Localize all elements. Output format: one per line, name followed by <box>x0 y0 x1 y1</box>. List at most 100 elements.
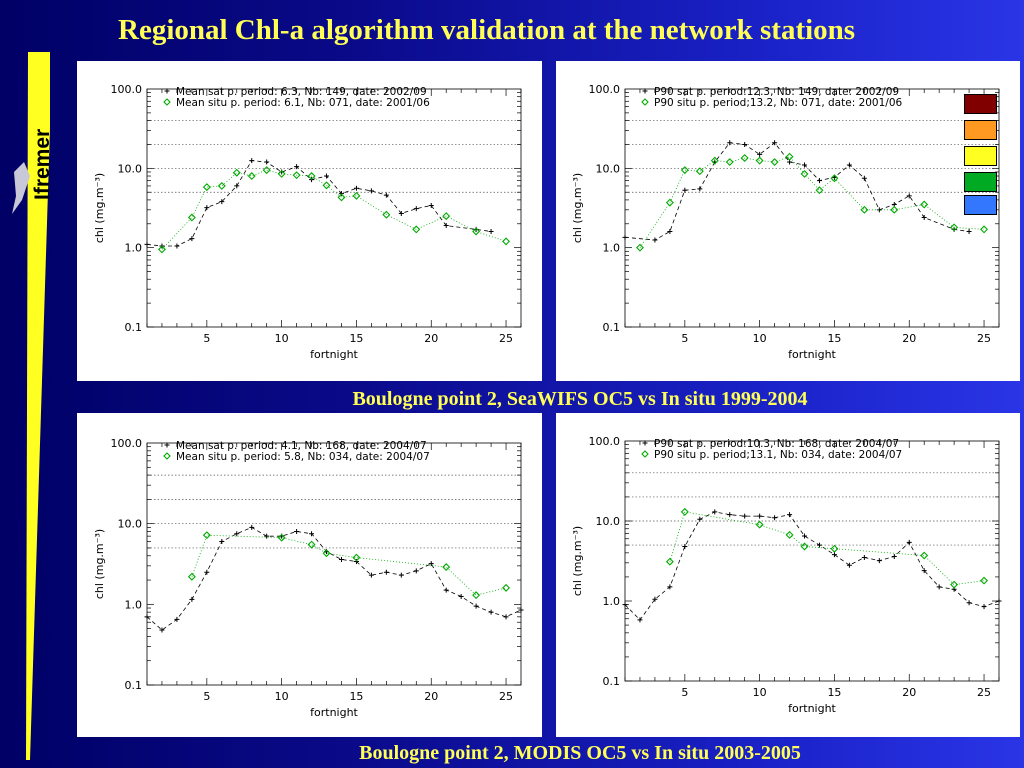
series-1-point-4 <box>322 549 331 558</box>
series-line-1 <box>639 156 985 248</box>
series-1-point-12 <box>352 191 361 200</box>
series-1-point-6 <box>740 154 749 162</box>
series-1-point-5 <box>247 172 256 180</box>
series-1-point-10 <box>800 169 809 178</box>
x-axis-label: fortnight <box>788 702 836 715</box>
series-1-point-6 <box>920 551 929 560</box>
y-tick-label-10.0: 10.0 <box>596 162 621 175</box>
series-0-point-21 <box>936 584 942 590</box>
series-line-0 <box>146 160 492 247</box>
x-axis-label: fortnight <box>788 348 836 361</box>
series-1-point-17 <box>980 225 989 234</box>
series-1-point-13 <box>860 205 869 214</box>
series-1-point-8 <box>292 171 301 180</box>
series-0-point-2 <box>652 596 658 602</box>
series-1-point-7 <box>472 591 481 600</box>
series-0-point-17 <box>876 558 882 564</box>
series-0-point-3 <box>189 596 195 602</box>
plot-frame <box>146 442 522 686</box>
series-0-point-17 <box>398 572 404 578</box>
x-tick-label-15: 15 <box>349 690 363 703</box>
y-tick-label-10.0: 10.0 <box>118 518 143 531</box>
legend-label-0: P90 sat p. period:12.3, Nb: 149, date: 2… <box>654 86 899 98</box>
x-tick-label-25: 25 <box>977 686 991 699</box>
legend-marker-1 <box>641 98 649 106</box>
series-1-point-3 <box>217 181 226 190</box>
series-0-point-8 <box>757 151 763 157</box>
ifremer-logo-strip: Ifremer <box>12 52 54 760</box>
series-1-point-0 <box>187 572 196 581</box>
series-line-0 <box>624 142 970 241</box>
chart-panel-modis-mean: 5 10 15 20 25 0.1 1.0 10.0 100.0 fortnight chl (mg… <box>77 413 542 737</box>
series-0-point-15 <box>368 572 374 578</box>
series-1-point-13 <box>382 210 391 219</box>
series-0-point-12 <box>802 533 808 539</box>
series-0-point-25 <box>518 607 524 613</box>
legend-label-0: P90 sat p. period:10.3, Nb: 168, date: 2… <box>654 438 899 450</box>
series-1-point-6 <box>442 563 451 572</box>
series-0-point-10 <box>294 528 300 534</box>
series-0-point-24 <box>981 604 987 610</box>
y-tick-label-100.0: 100.0 <box>111 437 143 450</box>
y-tick-label-10.0: 10.0 <box>596 515 621 528</box>
y-tick-label-100.0: 100.0 <box>589 83 621 96</box>
color-swatch-5 <box>964 195 997 215</box>
series-1-point-12 <box>830 174 839 183</box>
series-0-point-21 <box>966 228 972 234</box>
series-0-point-9 <box>772 140 778 146</box>
plot-frame <box>146 88 522 328</box>
x-tick-label-10: 10 <box>275 332 289 345</box>
series-0-point-1 <box>652 237 658 243</box>
series-0-point-13 <box>816 542 822 548</box>
y-tick-label-0.1: 0.1 <box>603 321 621 334</box>
series-0-point-22 <box>488 228 494 234</box>
series-0-point-1 <box>637 617 643 623</box>
x-tick-label-20: 20 <box>424 332 438 345</box>
chart-seawifs-p90: 5 10 15 20 25 0.1 1.0 10.0 100.0 fortnight chl (mg… <box>571 83 1000 361</box>
legend-label-1: Mean situ p. period: 5.8, Nb: 034, date:… <box>176 451 430 463</box>
x-tick-label-25: 25 <box>977 332 991 345</box>
chart-modis-mean: 5 10 15 20 25 0.1 1.0 10.0 100.0 fortnight chl (mg… <box>93 437 524 719</box>
series-0-point-11 <box>787 512 793 518</box>
legend-marker-1 <box>163 98 171 106</box>
y-tick-label-10.0: 10.0 <box>118 162 143 175</box>
series-0-point-15 <box>861 175 867 181</box>
series-0-point-18 <box>891 553 897 559</box>
series-0-point-22 <box>473 603 479 609</box>
series-0-point-3 <box>667 584 673 590</box>
y-tick-label-100.0: 100.0 <box>111 83 143 96</box>
series-0-point-2 <box>667 228 673 234</box>
y-tick-label-1.0: 1.0 <box>125 242 143 255</box>
series-1-point-4 <box>800 542 809 551</box>
series-0-point-8 <box>742 513 748 519</box>
series-1-point-3 <box>785 530 794 539</box>
chart-modis-p90: 5 10 15 20 25 0.1 1.0 10.0 100.0 fortnight chl (mg… <box>571 435 1002 715</box>
color-swatch-2 <box>964 120 997 140</box>
series-0-point-18 <box>906 193 912 199</box>
legend-label-1: P90 situ p. period;13.1, Nb: 034, date: … <box>654 449 902 461</box>
series-0-point-18 <box>413 568 419 574</box>
plot-frame <box>624 88 1000 328</box>
logo-yellow-wedge <box>26 52 50 760</box>
series-1-point-2 <box>277 533 286 542</box>
series-1-point-2 <box>680 166 689 175</box>
y-axis-label: chl (mg.m⁻³) <box>571 173 584 243</box>
series-1-point-3 <box>307 540 316 549</box>
y-tick-label-0.1: 0.1 <box>603 675 621 688</box>
series-1-point-15 <box>920 200 929 209</box>
chart-panel-seawifs-mean: 5 10 15 20 25 0.1 1.0 10.0 100.0 fortnight chl (mg… <box>77 61 542 381</box>
series-0-point-20 <box>921 568 927 574</box>
legend-marker-0 <box>164 442 170 448</box>
series-0-point-5 <box>697 516 703 522</box>
legend-marker-0 <box>642 88 648 94</box>
series-0-point-2 <box>174 616 180 622</box>
series-line-0 <box>146 526 522 631</box>
x-tick-label-5: 5 <box>681 686 688 699</box>
y-tick-label-0.1: 0.1 <box>125 321 143 334</box>
series-0-point-20 <box>443 223 449 229</box>
series-1-point-10 <box>322 181 331 190</box>
series-1-point-15 <box>442 212 451 221</box>
series-0-point-0 <box>144 614 150 620</box>
caption-seawifs: Boulogne point 2, SeaWIFS OC5 vs In situ… <box>352 388 808 410</box>
series-1-point-1 <box>202 531 211 540</box>
